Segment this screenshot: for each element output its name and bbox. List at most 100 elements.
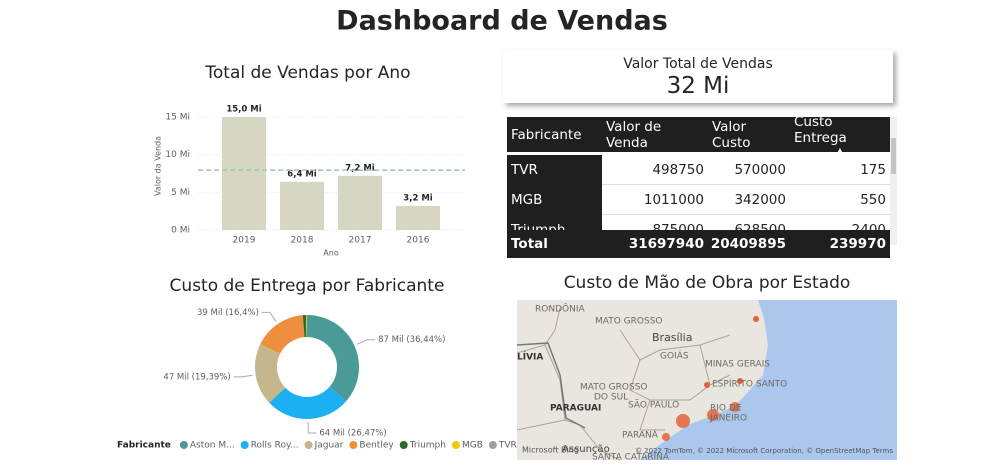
map-label: MATO GROSSO (580, 383, 648, 393)
map-label: MINAS GERAIS (705, 360, 770, 370)
table-cell: 175 (790, 155, 890, 185)
table-row: TVR 498750 570000 175 (507, 155, 890, 185)
legend-label: Jaguar (314, 441, 344, 451)
table-total-cell: 20409895 (710, 236, 786, 252)
map-label: Brasília (652, 331, 692, 344)
card-value: 32 Mi (666, 73, 730, 99)
data-label: 15,0 Mi (226, 105, 261, 115)
bar (395, 205, 441, 230)
map-bubble (662, 433, 670, 441)
map-label: PARANÁ (622, 429, 659, 441)
map-label: PARAGUAI (550, 404, 601, 414)
column-header[interactable]: Valor de Venda (606, 118, 662, 151)
bar (337, 175, 383, 230)
map-label: GOIÁS (660, 350, 689, 362)
bar (279, 181, 325, 230)
legend-marker (488, 441, 497, 449)
map-bubble (676, 414, 690, 428)
map-label: SÃO PAULO (628, 400, 679, 411)
x-tick-label: 2016 (407, 236, 430, 246)
data-label: 47 Mil (19,39%) (163, 372, 230, 382)
legend-label: MGB (462, 441, 483, 451)
pie-slice (255, 343, 286, 403)
pie-slice (269, 386, 347, 419)
table-cell: 1011000 (602, 185, 708, 215)
pie-slice (307, 315, 359, 402)
scrollbar-thumb[interactable] (891, 138, 896, 174)
legend-marker (399, 441, 408, 449)
map-label: DO SUL (594, 393, 628, 403)
legend-label: Aston M... (190, 441, 235, 451)
x-tick-label: 2018 (291, 236, 314, 246)
table-total-cell: 239970 (829, 236, 886, 252)
map-label: LÍVIA (517, 351, 543, 363)
pie-slice (260, 315, 305, 354)
map-bubble (753, 316, 759, 322)
table-row: MGB 1011000 342000 550 (507, 185, 890, 215)
legend-marker (451, 441, 460, 449)
map-title: Custo de Mão de Obra por Estado (564, 273, 851, 293)
map-sea (640, 300, 897, 460)
map-label: Assunção (562, 444, 610, 455)
bar (221, 117, 267, 230)
chart-title: Custo de Entrega por Fabricante (170, 276, 445, 296)
legend-label: Rolls Roy... (251, 441, 299, 451)
x-axis-label: Ano (323, 249, 339, 258)
leader-line (356, 339, 376, 345)
column-header[interactable]: Valor Custo (712, 118, 751, 151)
legend-marker (240, 441, 249, 449)
map-label: ESPÍRITO SANTO (712, 378, 787, 390)
map-bubble (704, 382, 710, 388)
table-cell: 550 (790, 185, 890, 215)
kpi-card: Valor Total de Vendas 32 Mi (503, 50, 893, 103)
column-header[interactable]: Fabricante (511, 126, 582, 143)
map-label: MATO GROSSO (595, 317, 663, 327)
chart-title: Total de Vendas por Ano (204, 63, 410, 83)
table-total-cell: Total (511, 236, 548, 252)
leader-line (307, 421, 317, 434)
map-label: RIO DE (710, 404, 742, 414)
map-attribution: © 2022 TomTom, © 2022 Microsoft Corporat… (635, 447, 893, 455)
y-tick-label: 10 Mi (165, 150, 190, 160)
legend-marker (179, 441, 188, 449)
table-cell: 342000 (708, 185, 790, 215)
table-cell: TVR (507, 155, 602, 185)
map-bubble (730, 402, 740, 412)
data-label: 3,2 Mi (403, 193, 432, 203)
x-tick-label: 2019 (233, 236, 256, 246)
legend-marker (304, 441, 313, 449)
map-label: SANTA CATARINA (592, 453, 670, 463)
leader-line (261, 311, 277, 322)
table: Fabricante Valor de Venda Valor Custo Custo… (507, 117, 890, 258)
table-cell: MGB (507, 185, 602, 215)
sort-indicator[interactable]: ▲ (836, 146, 844, 155)
dashboard-title: Dashboard de Vendas (336, 6, 668, 37)
y-tick-label: 0 Mi (171, 226, 190, 236)
map-bubble (737, 378, 743, 384)
data-label: 39 Mil (16,4%) (197, 308, 259, 318)
data-label: 64 Mil (26,47%) (319, 428, 386, 438)
legend-title: Fabricante (117, 441, 171, 451)
card-label: Valor Total de Vendas (623, 56, 773, 72)
map-country-border (516, 342, 586, 429)
column-header[interactable]: Custo Entrega ▲ (794, 117, 847, 155)
map-bubble (707, 409, 719, 421)
scrollbar[interactable] (890, 117, 897, 245)
data-label: 7,2 Mi (345, 163, 374, 173)
table-header: Fabricante Valor de Venda Valor Custo Custo… (507, 117, 890, 155)
table-cell: 570000 (708, 155, 790, 185)
legend-label: Triumph (409, 441, 446, 451)
map-logo: Microsoft Bing (522, 446, 579, 455)
data-label: 87 Mil (36,44%) (378, 335, 445, 345)
table-cell: 498750 (602, 155, 708, 185)
map-label: JANEIRO (709, 414, 747, 424)
legend-label: Bentley (359, 441, 394, 451)
map-label: RONDÔNIA (535, 303, 585, 315)
legend-label: TVR (498, 441, 517, 451)
table-total-row: Total 31697940 20409895 239970 (507, 230, 890, 258)
table-total-cell: 31697940 (628, 236, 704, 252)
data-label: 6,4 Mi (287, 169, 316, 179)
y-tick-label: 5 Mi (171, 188, 190, 198)
